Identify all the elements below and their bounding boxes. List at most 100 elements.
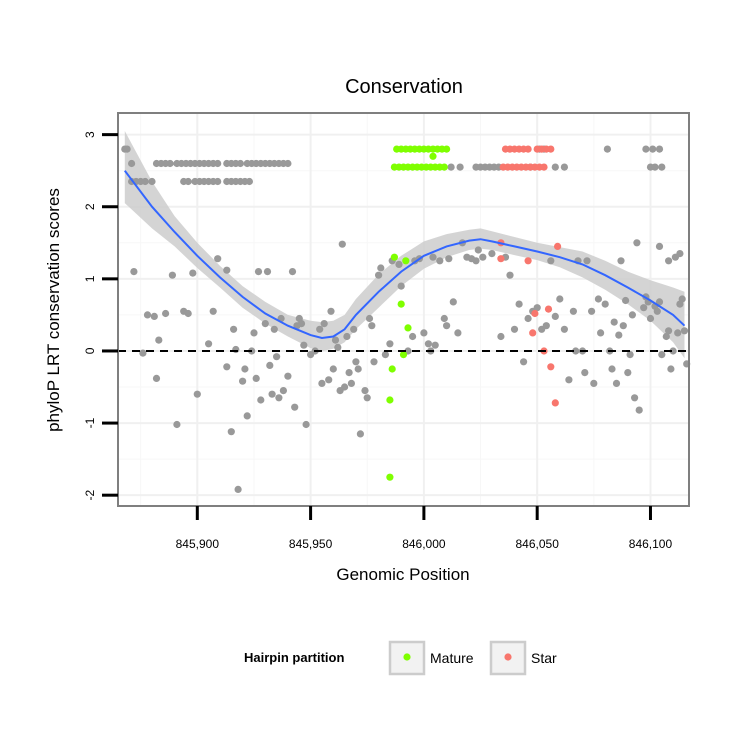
point-other [363,394,371,402]
point-mature [429,152,437,160]
point-other [622,296,630,305]
point-star [551,399,559,407]
point-other [524,314,532,323]
point-other [320,320,328,328]
point-other [288,268,297,276]
point-other [680,327,689,335]
x-tick-label: 845,900 [176,537,220,551]
point-other [420,329,428,337]
point-other [667,365,675,373]
point-other [424,340,432,348]
point-other [152,374,161,382]
point-other [166,159,174,168]
point-other [619,322,627,330]
point-other [655,298,664,306]
point-other [386,340,394,348]
point-mature [386,473,394,481]
smooth-line [124,170,686,340]
point-other [635,406,643,414]
point-mature [390,253,398,261]
point-other [474,246,482,254]
point-mature [388,365,396,373]
point-other [227,428,235,436]
point-other [624,369,632,377]
point-mature [443,145,451,153]
point-other [257,396,265,404]
point-other [642,145,650,153]
point-other [590,379,598,387]
point-other [254,268,263,276]
point-star [524,145,532,153]
point-other [678,295,686,303]
point-other [354,365,362,373]
point-other [676,250,684,258]
point-other [327,307,335,315]
point-other [377,264,385,272]
point-mature [402,257,410,265]
x-tick-label: 846,050 [515,537,559,551]
point-other [447,163,455,171]
point-other [395,260,403,268]
point-other [569,307,578,315]
point-other [533,304,541,312]
point-other [214,159,222,168]
point-other [551,312,559,320]
axes: 845,900 845,950 846,000 846,050 846,100 -2 -1 0… [83,131,672,551]
point-other [665,327,673,335]
point-other [214,177,222,186]
point-other [263,268,272,276]
point-other [454,329,462,337]
legend: Hairpin partition Mature Star [244,640,557,676]
point-other [352,358,360,366]
point-other [542,322,550,330]
point-other [347,379,355,387]
point-other [365,314,374,323]
point-other [275,394,283,402]
point-other [331,336,340,344]
point-other [338,240,346,248]
point-other [223,266,231,274]
point-other [141,177,149,186]
point-other [658,351,666,359]
point-other [488,250,496,258]
point-other [223,363,231,371]
point-other [356,430,364,438]
point-other [655,242,664,250]
point-other [565,376,573,384]
point-mature [399,351,408,359]
legend-label-mature: Mature [430,650,474,666]
point-other [506,271,514,279]
point-mature [404,324,412,332]
point-other [626,351,634,359]
y-tick-label: -1 [83,417,97,428]
point-other [456,163,464,171]
point-other [214,255,222,263]
point-other [193,390,201,398]
panel-border [117,112,690,507]
point-other [334,343,342,351]
point-other [556,295,564,303]
point-other [291,403,299,411]
point-other [608,365,616,373]
point-star [540,163,548,171]
point-other [479,253,487,261]
point-other [143,311,152,319]
point-other [205,340,213,348]
point-star [554,242,562,250]
point-other [472,257,480,265]
point-other [594,295,603,303]
point-mature [397,300,405,308]
point-star [529,329,537,337]
point-other [615,331,623,339]
point-star [531,309,539,318]
point-other [150,312,158,320]
point-other [655,145,664,153]
point-other [640,304,648,312]
point-other [436,257,444,265]
point-other [297,320,306,328]
point-other [581,369,589,377]
point-other [184,177,192,186]
point-other [612,379,621,387]
point-star [544,305,553,313]
